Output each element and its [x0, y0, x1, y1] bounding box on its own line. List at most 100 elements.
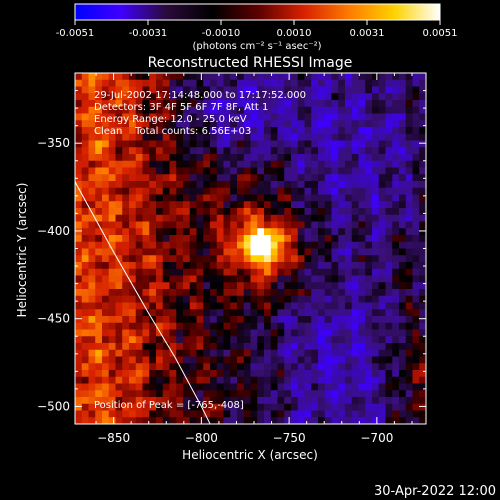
heatmap-cell	[311, 336, 319, 344]
heatmap-cell	[250, 275, 258, 283]
peak-position-label: Position of Peak = [-765,-408]	[94, 400, 244, 411]
heatmap-cell	[358, 147, 366, 155]
heatmap-cell	[237, 309, 245, 317]
heatmap-cell	[399, 383, 407, 391]
heatmap-cell	[385, 397, 393, 405]
heatmap-cell	[203, 86, 211, 94]
heatmap-cell	[405, 73, 414, 81]
heatmap-cell	[88, 295, 96, 304]
heatmap-cell	[372, 73, 380, 81]
heatmap-cell	[257, 208, 265, 216]
heatmap-cell	[142, 154, 150, 162]
heatmap-cell	[284, 100, 292, 108]
heatmap-cell	[331, 86, 339, 94]
heatmap-cell	[264, 140, 272, 148]
heatmap-cell	[270, 309, 279, 317]
heatmap-cell	[318, 417, 326, 424]
heatmap-cell	[297, 356, 306, 364]
heatmap-cell	[318, 343, 326, 351]
heatmap-cell	[304, 417, 312, 424]
heatmap-cell	[216, 120, 225, 128]
heatmap-cell	[297, 100, 306, 108]
heatmap-cell	[108, 201, 117, 209]
heatmap-cell	[196, 255, 204, 263]
heatmap-cell	[102, 235, 110, 243]
heatmap-cell	[331, 140, 339, 148]
heatmap-cell	[351, 147, 360, 155]
heatmap-cell	[291, 255, 299, 263]
heatmap-cell	[311, 316, 319, 324]
heatmap-cell	[196, 343, 204, 351]
heatmap-cell	[324, 208, 333, 216]
heatmap-cell	[243, 370, 252, 378]
heatmap-cell	[345, 187, 353, 196]
heatmap-cell	[419, 79, 426, 88]
heatmap-cell	[250, 397, 258, 405]
heatmap-cell	[243, 147, 252, 155]
heatmap-cell	[277, 255, 285, 263]
heatmap-cell	[237, 295, 245, 304]
heatmap-cell	[183, 194, 191, 202]
heatmap-cell	[270, 356, 279, 364]
heatmap-cell	[95, 336, 103, 344]
heatmap-cell	[331, 336, 339, 344]
heatmap-cell	[203, 282, 211, 290]
heatmap-cell	[183, 167, 191, 175]
heatmap-cell	[318, 336, 326, 344]
heatmap-cell	[324, 376, 333, 385]
heatmap-cell	[345, 363, 353, 371]
heatmap-cell	[81, 309, 90, 317]
heatmap-cell	[135, 154, 144, 162]
heatmap-cell	[95, 174, 103, 182]
heatmap-cell	[392, 376, 400, 385]
heatmap-cell	[156, 282, 164, 290]
heatmap-cell	[338, 133, 346, 142]
heatmap-cell	[419, 322, 426, 331]
heatmap-cell	[264, 194, 272, 202]
heatmap-cell	[311, 262, 319, 270]
heatmap-cell	[345, 235, 353, 243]
heatmap-cell	[277, 295, 285, 304]
heatmap-cell	[230, 228, 238, 236]
heatmap-cell	[162, 370, 171, 378]
heatmap-cell	[95, 376, 103, 385]
heatmap-cell	[297, 73, 306, 81]
heatmap-cell	[392, 235, 400, 243]
heatmap-cell	[270, 140, 279, 148]
heatmap-cell	[102, 214, 110, 223]
heatmap-cell	[284, 336, 292, 344]
heatmap-cell	[399, 390, 407, 398]
heatmap-cell	[250, 147, 258, 155]
heatmap-cell	[176, 228, 184, 236]
heatmap-cell	[129, 302, 137, 310]
heatmap-cell	[392, 154, 400, 162]
heatmap-cell	[345, 241, 353, 250]
heatmap-cell	[196, 282, 204, 290]
heatmap-cell	[345, 106, 353, 115]
heatmap-cell	[372, 376, 380, 385]
heatmap-cell	[351, 309, 360, 317]
heatmap-cell	[237, 113, 245, 121]
heatmap-cell	[412, 154, 420, 162]
heatmap-cell	[230, 417, 238, 424]
heatmap-cell	[311, 275, 319, 283]
heatmap-cell	[392, 410, 400, 418]
heatmap-cell	[162, 383, 171, 391]
heatmap-cell	[95, 343, 103, 351]
heatmap-cell	[135, 214, 144, 223]
heatmap-cell	[129, 295, 137, 304]
heatmap-cell	[189, 289, 198, 297]
heatmap-cell	[338, 282, 346, 290]
heatmap-cell	[324, 100, 333, 108]
heatmap-cell	[135, 417, 144, 424]
heatmap-cell	[365, 282, 373, 290]
heatmap-cell	[358, 248, 366, 256]
heatmap-cell	[270, 86, 279, 94]
heatmap-cell	[243, 194, 252, 202]
heatmap-cell	[176, 127, 184, 135]
heatmap-cell	[108, 214, 117, 223]
heatmap-cell	[419, 403, 426, 412]
heatmap-cell	[142, 106, 150, 115]
heatmap-cell	[338, 241, 346, 250]
heatmap-cell	[223, 329, 231, 337]
